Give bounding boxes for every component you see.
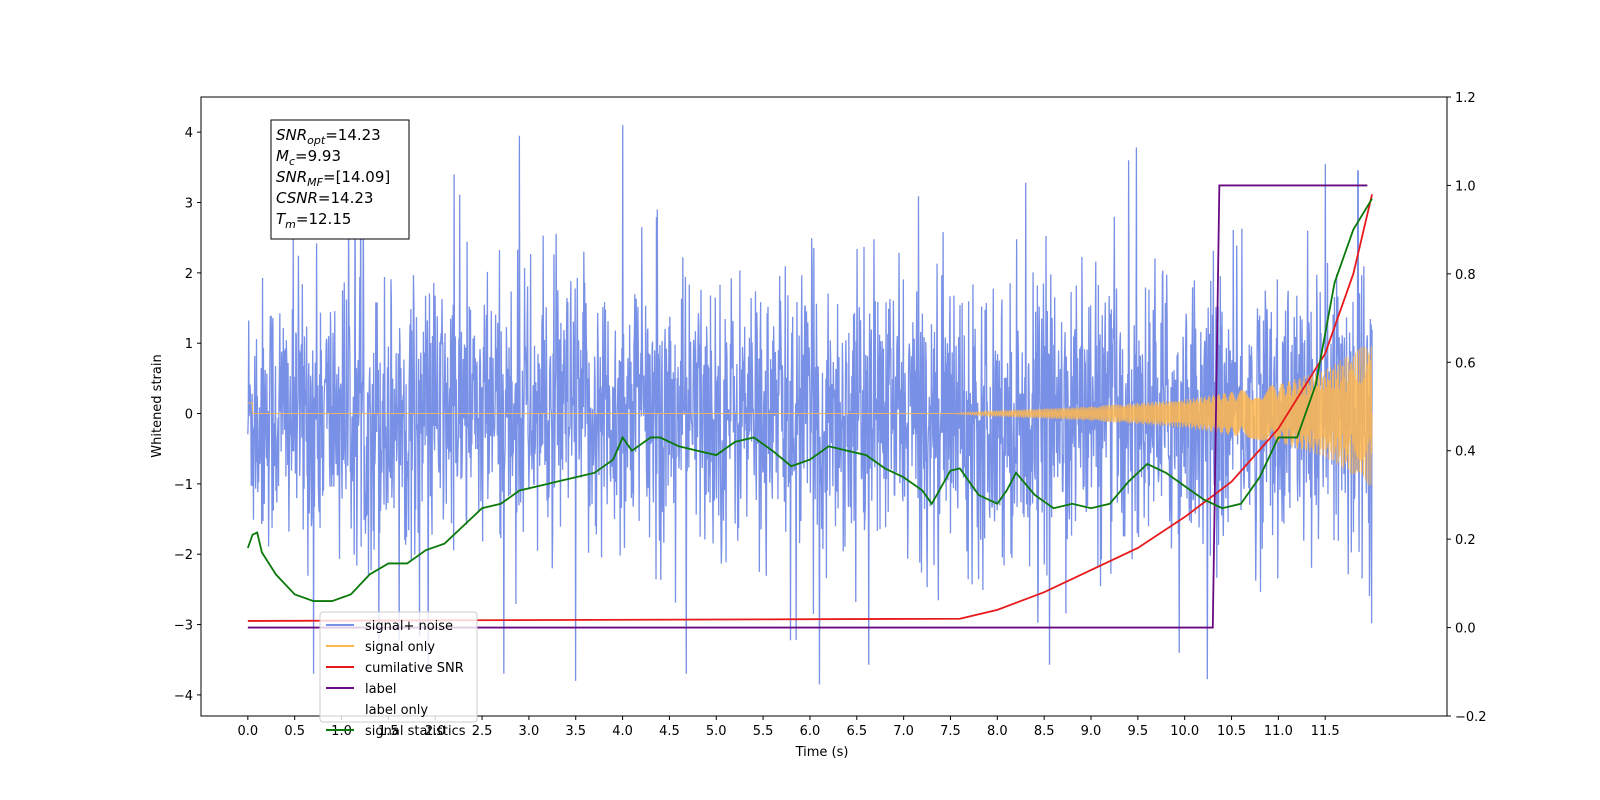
info-box-frame bbox=[270, 119, 410, 240]
info-line-name: SNR bbox=[276, 126, 307, 144]
x-tick-label: 10.0 bbox=[1170, 724, 1199, 739]
info-line-name: M bbox=[276, 147, 289, 165]
y-tick-label: 2 bbox=[185, 267, 193, 282]
info-line-subscript: c bbox=[289, 155, 295, 168]
info-line: CSNR=14.23 bbox=[276, 189, 373, 207]
series-line-signal-noise bbox=[247, 125, 1373, 685]
x-tick-label: 4.0 bbox=[612, 724, 633, 739]
info-line-value: =12.15 bbox=[296, 210, 352, 228]
series-line-cumulative-snr bbox=[247, 194, 1373, 622]
info-line: Tm=12.15 bbox=[276, 210, 351, 231]
legend-frame bbox=[319, 611, 478, 723]
info-line: Mc=9.93 bbox=[276, 147, 341, 168]
x-tick-label: 7.5 bbox=[940, 724, 961, 739]
x-tick-label: 6.5 bbox=[846, 724, 867, 739]
y2-tick-label: −0.2 bbox=[1455, 710, 1487, 725]
x-tick-label: 5.5 bbox=[753, 724, 774, 739]
info-line-value: =14.23 bbox=[318, 189, 374, 207]
legend-entry-label: signal statistics bbox=[365, 724, 466, 739]
x-tick-label: 1.5 bbox=[378, 724, 399, 739]
x-tick-label: 9.5 bbox=[1127, 724, 1148, 739]
y2-tick-label: 0.4 bbox=[1455, 445, 1476, 460]
x-tick-label: 2.0 bbox=[425, 724, 446, 739]
info-line: SNRMF=[14.09] bbox=[276, 168, 390, 189]
x-tick-label: 0.5 bbox=[284, 724, 305, 739]
legend-entry-label: cumilative SNR bbox=[365, 661, 464, 676]
y-tick-label: 4 bbox=[185, 126, 193, 141]
y2-tick-label: 1.2 bbox=[1455, 91, 1476, 106]
x-tick-label: 9.0 bbox=[1081, 724, 1102, 739]
info-line-subscript: opt bbox=[307, 134, 326, 147]
y-tick-label: 1 bbox=[185, 337, 193, 352]
y2-tick-label: 0.2 bbox=[1455, 533, 1476, 548]
info-line-subscript: m bbox=[285, 218, 296, 231]
x-tick-label: 1.0 bbox=[331, 724, 352, 739]
x-tick-label: 5.0 bbox=[706, 724, 727, 739]
info-line-name: T bbox=[276, 210, 287, 228]
x-tick-label: 2.5 bbox=[472, 724, 493, 739]
info-line: SNRopt=14.23 bbox=[276, 126, 381, 147]
series-line-label bbox=[247, 184, 1368, 629]
x-tick-label: 0.0 bbox=[237, 724, 258, 739]
info-line-value: =[14.09] bbox=[323, 168, 390, 186]
x-tick-label: 8.0 bbox=[987, 724, 1008, 739]
y2-tick-label: 0.8 bbox=[1455, 268, 1476, 283]
x-tick-label: 7.0 bbox=[893, 724, 914, 739]
x-tick-label: 10.5 bbox=[1217, 724, 1246, 739]
x-tick-label: 11.0 bbox=[1264, 724, 1293, 739]
y-tick-label: −1 bbox=[174, 478, 193, 493]
legend-entry-label: label bbox=[365, 682, 396, 697]
y-tick-label: −4 bbox=[174, 689, 193, 704]
y2-tick-label: 0.0 bbox=[1455, 622, 1476, 637]
y2-tick-label: 1.0 bbox=[1455, 179, 1476, 194]
info-line-name: CSNR bbox=[276, 189, 318, 207]
info-line-name: SNR bbox=[276, 168, 307, 186]
legend-entry-label: signal only bbox=[365, 640, 435, 655]
info-line-subscript: MF bbox=[307, 176, 323, 189]
legend-entry-label: signal+ noise bbox=[365, 619, 453, 634]
plot-frame bbox=[200, 96, 1448, 717]
info-line-value: =14.23 bbox=[325, 126, 381, 144]
y-tick-label: 0 bbox=[185, 408, 193, 423]
legend: signal+ noise signal only cumilative SNR la… bbox=[319, 611, 478, 739]
legend-entry-label: label only bbox=[365, 703, 428, 718]
x-axis-label: Time (s) bbox=[795, 745, 849, 760]
y-tick-label: −2 bbox=[174, 548, 193, 563]
y-tick-label: −3 bbox=[174, 619, 193, 634]
y2-tick-label: 0.6 bbox=[1455, 356, 1476, 371]
series-line-signal-statistics bbox=[246, 198, 1373, 602]
series-line-signal-only bbox=[247, 346, 1373, 486]
x-tick-label: 3.0 bbox=[519, 724, 540, 739]
x-tick-label: 3.5 bbox=[565, 724, 586, 739]
y-tick-label: 3 bbox=[185, 197, 193, 212]
x-tick-label: 4.5 bbox=[659, 724, 680, 739]
x-tick-label: 6.0 bbox=[800, 724, 821, 739]
y-axis-label: Whitened strain bbox=[150, 354, 165, 457]
x-tick-label: 11.5 bbox=[1311, 724, 1340, 739]
x-tick-label: 8.5 bbox=[1034, 724, 1055, 739]
info-box: SNRopt=14.23Mc=9.93SNRMF=[14.09]CSNR=14.… bbox=[270, 119, 410, 240]
info-line-value: =9.93 bbox=[295, 147, 341, 165]
